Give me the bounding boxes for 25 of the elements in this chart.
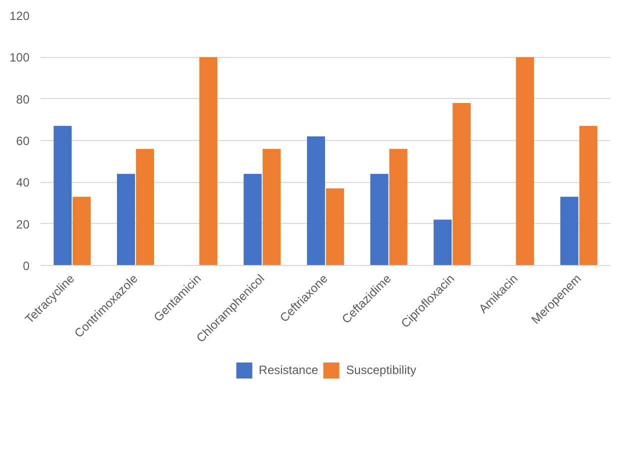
y-tick-label: 20: [16, 217, 30, 232]
bar: [560, 196, 578, 266]
y-tick-label: 40: [16, 176, 30, 190]
y-tick-label: 120: [9, 9, 30, 23]
bar: [579, 126, 598, 266]
bar: [306, 136, 326, 266]
bar: [434, 220, 452, 266]
bar: [116, 174, 136, 266]
y-tick-label: 100: [9, 50, 30, 65]
bar: [262, 148, 281, 266]
bar: [516, 57, 534, 266]
bar: [54, 126, 72, 266]
bar: [389, 148, 408, 266]
y-tick-label: 0: [22, 259, 30, 273]
legend-label: Susceptibility: [346, 363, 416, 377]
bar: [199, 57, 218, 266]
y-tick-label: 60: [16, 134, 30, 148]
y-tick-label: 80: [16, 92, 30, 106]
bar: [326, 188, 344, 266]
legend-label: Resistance: [258, 363, 318, 377]
bar: [72, 196, 91, 266]
bar: [244, 174, 262, 266]
bar: [136, 148, 154, 266]
bar: [370, 174, 388, 266]
bar: [452, 103, 471, 266]
